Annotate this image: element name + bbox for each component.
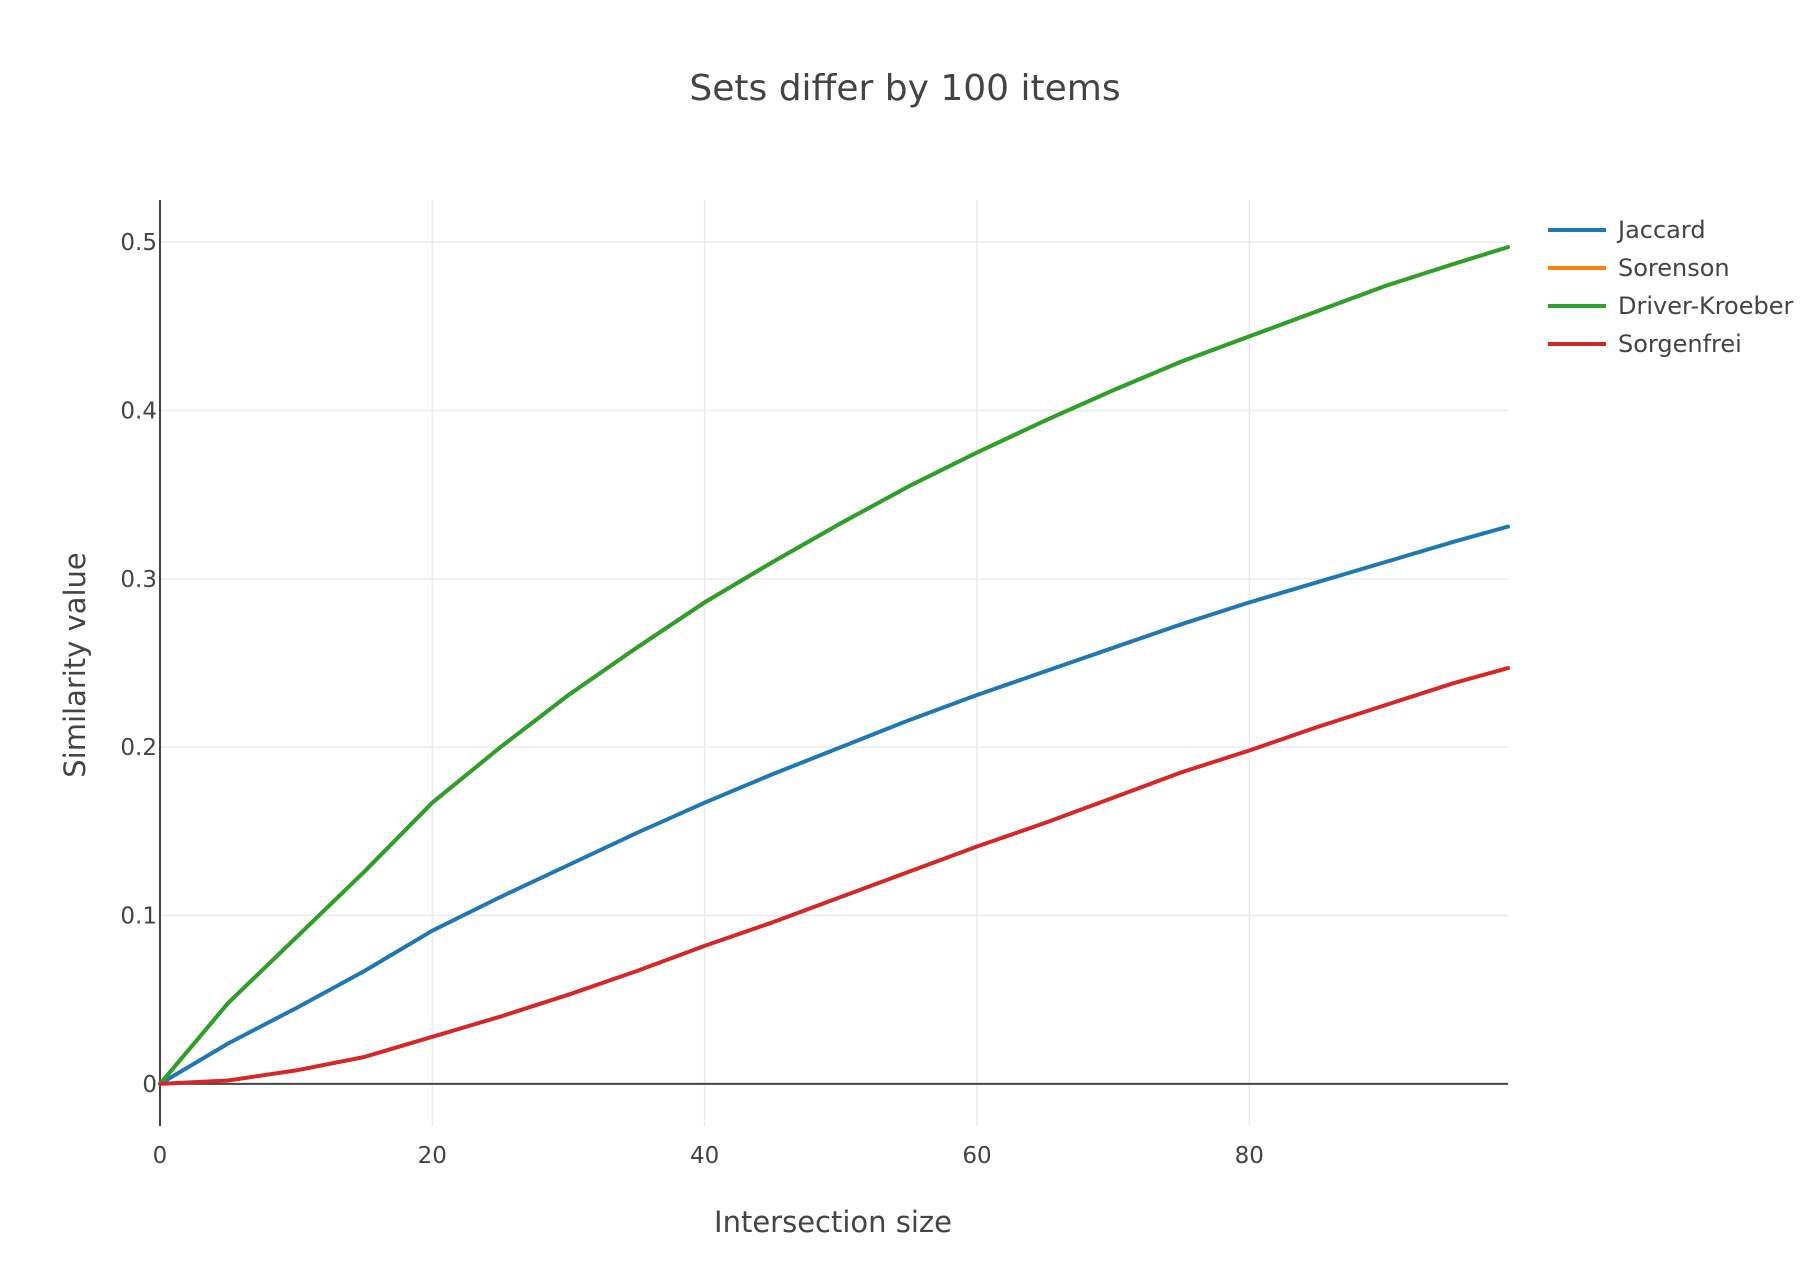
y-tick-label: 0.5 [120,230,157,256]
series-line-sorenson [158,245,1510,1086]
y-tick-label: 0 [142,1072,157,1098]
series-line-sorgenfrei [158,666,1510,1086]
y-axis-title: Similarity value [58,552,92,778]
y-tick-label: 0.3 [120,567,157,593]
legend-label: Sorgenfrei [1618,330,1742,358]
legend-item[interactable]: Jaccard [1548,216,1706,244]
x-tick-label: 40 [690,1143,719,1169]
legend-item[interactable]: Sorgenfrei [1548,330,1742,358]
legend-label: Sorenson [1618,254,1730,282]
series-line-driver-kroeber [158,245,1510,1086]
axes: 0 20 40 60 80 0 0.1 0.2 0.3 0.4 0.5 [120,200,1508,1169]
series-line-jaccard [158,524,1510,1086]
y-tick-label: 0.1 [120,904,157,930]
legend-item[interactable]: Sorenson [1548,254,1730,282]
x-tick-label: 80 [1235,1143,1264,1169]
y-tick-label: 0.4 [120,398,157,424]
x-tick-label: 20 [418,1143,447,1169]
legend: Jaccard Sorenson Driver-Kroeber Sorgenfrei [1548,216,1794,358]
chart-title: Sets differ by 100 items [689,68,1120,109]
x-tick-label: 60 [962,1143,991,1169]
legend-label: Jaccard [1616,216,1706,244]
legend-item[interactable]: Driver-Kroeber [1548,292,1794,320]
grid [160,200,1508,1126]
plot-area [158,245,1510,1086]
y-tick-label: 0.2 [120,735,157,761]
legend-label: Driver-Kroeber [1618,292,1794,320]
x-tick-label: 0 [153,1143,168,1169]
x-axis-title: Intersection size [714,1205,952,1239]
